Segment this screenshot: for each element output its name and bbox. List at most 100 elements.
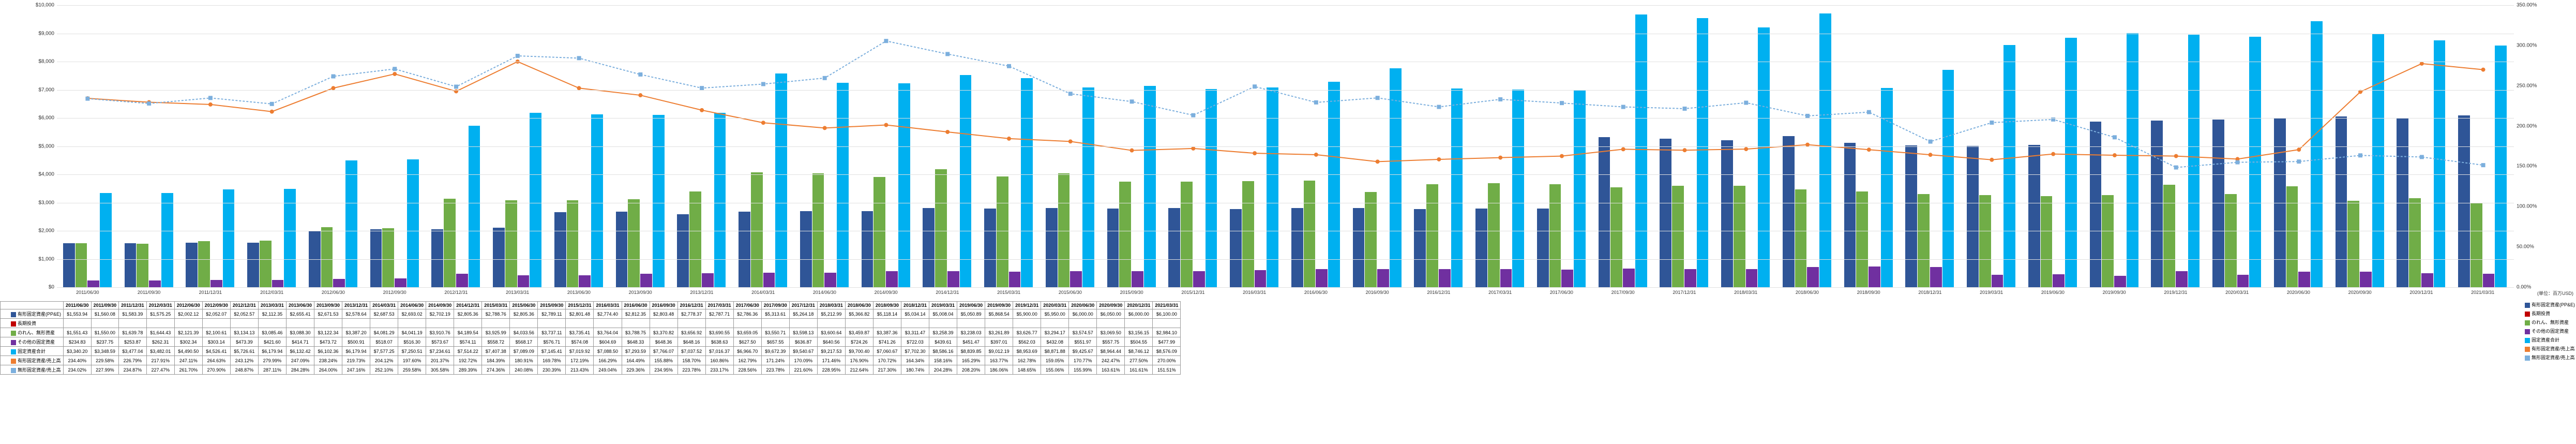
table-row: 固定資産合計$3,340.20$3,348.59$3,477.04$3,482.… — [1, 347, 1181, 356]
table-cell — [566, 319, 594, 328]
table-cell: 159.05% — [1041, 356, 1069, 365]
legend-item: その他の固定資産 — [2525, 328, 2575, 334]
table-col-header: 2013/06/30 — [286, 302, 314, 309]
x-label: 2017/06/30 — [1550, 290, 1573, 295]
table-cell: $7,702.30 — [901, 347, 929, 356]
table-cell: $2,787.71 — [705, 309, 733, 319]
data-table: 2011/06/302011/09/302011/12/312012/03/31… — [0, 301, 1181, 375]
table-cell: 287.11% — [258, 365, 286, 375]
table-cell: 158.70% — [677, 356, 705, 365]
y-left-tick: $8,000 — [38, 59, 54, 65]
y-right-tick: 150.00% — [2517, 164, 2537, 169]
table-cell: $648.16 — [677, 337, 705, 347]
table-cell: $3,626.77 — [1013, 328, 1041, 337]
table-cell: $3,788.75 — [622, 328, 650, 337]
series-marker — [1867, 110, 1871, 114]
table-cell: $2,778.37 — [677, 309, 705, 319]
series-marker — [2113, 153, 2117, 157]
table-cell: 160.86% — [705, 356, 733, 365]
legend-swatch — [11, 368, 16, 373]
x-label: 2018/09/30 — [1857, 290, 1880, 295]
table-cell: $477.99 — [1153, 337, 1181, 347]
table-cell: $1,583.39 — [119, 309, 147, 319]
legend-label: 無形固定資産/売上高 — [2532, 355, 2575, 360]
table-cell: $3,088.30 — [286, 328, 314, 337]
series-marker — [393, 72, 397, 76]
table-cell: 305.58% — [426, 365, 454, 375]
table-cell: 234.87% — [119, 365, 147, 375]
table-cell — [985, 319, 1013, 328]
series-marker — [1191, 146, 1195, 151]
table-cell: $573.67 — [426, 337, 454, 347]
table-cell — [174, 319, 202, 328]
series-marker — [1068, 92, 1073, 96]
table-cell: 247.16% — [342, 365, 370, 375]
series-marker — [1191, 113, 1195, 117]
table-cell: $3,134.13 — [230, 328, 258, 337]
y-left-tick: $9,000 — [38, 31, 54, 36]
legend-label: 固定資産合計 — [2532, 337, 2559, 343]
x-label: 2019/09/30 — [2103, 290, 2126, 295]
table-cell: 249.04% — [594, 365, 622, 375]
x-label: 2018/06/30 — [1796, 290, 1819, 295]
series-marker — [1560, 154, 1564, 158]
x-axis: 2011/06/302011/09/302011/12/312012/03/31… — [57, 290, 2514, 300]
table-cell: 155.06% — [1041, 365, 1069, 375]
legend-label: のれん、無形資産 — [2532, 320, 2569, 325]
table-cell: $657.55 — [761, 337, 789, 347]
series-marker — [1744, 101, 1748, 105]
series-marker — [1314, 153, 1318, 157]
table-col-header: 2018/03/31 — [817, 302, 845, 309]
row-header: その他の固定資産 — [1, 337, 64, 347]
series-marker — [208, 96, 213, 100]
table-cell — [64, 319, 92, 328]
table-cell — [650, 319, 677, 328]
table-cell: $2,052.07 — [202, 309, 230, 319]
series-marker — [884, 39, 888, 43]
table-cell: 248.87% — [230, 365, 258, 375]
table-cell — [1041, 319, 1069, 328]
series-marker — [1621, 105, 1625, 109]
table-cell: 289.39% — [454, 365, 482, 375]
table-row: 有形固定資産/売上高234.40%229.58%226.79%217.91%24… — [1, 356, 1181, 365]
series-marker — [208, 102, 213, 107]
table-cell: $518.07 — [370, 337, 398, 347]
series-marker — [1990, 158, 1994, 162]
x-label: 2019/06/30 — [2041, 290, 2065, 295]
table-cell: $7,250.51 — [398, 347, 426, 356]
table-cell: 172.19% — [566, 356, 594, 365]
table-cell — [91, 319, 119, 328]
table-cell: 169.78% — [538, 356, 566, 365]
x-label: 2013/06/30 — [567, 290, 591, 295]
table-cell: $3,311.47 — [901, 328, 929, 337]
table-cell: $3,340.20 — [64, 347, 92, 356]
table-col-header: 2013/09/30 — [314, 302, 342, 309]
series-marker — [1007, 137, 1011, 141]
table-cell: $7,293.59 — [622, 347, 650, 356]
table-cell: $7,089.09 — [510, 347, 538, 356]
table-cell: 234.02% — [64, 365, 92, 375]
table-cell: 166.29% — [594, 356, 622, 365]
table-cell: $1,639.78 — [119, 328, 147, 337]
table-cell: $4,526.41 — [202, 347, 230, 356]
table-cell — [761, 319, 789, 328]
x-label: 2018/03/31 — [1734, 290, 1757, 295]
series-marker — [1867, 147, 1871, 152]
table-col-header: 2014/03/31 — [370, 302, 398, 309]
series-marker — [1805, 114, 1810, 118]
table-cell: $741.26 — [873, 337, 901, 347]
table-cell: $5,868.54 — [985, 309, 1013, 319]
table-cell: 192.72% — [454, 356, 482, 365]
chart-area: $0$1,000$2,000$3,000$4,000$5,000$6,000$7… — [57, 5, 2514, 287]
table-cell: $2,655.41 — [286, 309, 314, 319]
series-marker — [1253, 151, 1257, 155]
table-cell: 243.12% — [230, 356, 258, 365]
x-label: 2011/12/31 — [199, 290, 222, 295]
table-cell: $6,000.00 — [1125, 309, 1153, 319]
table-cell — [1153, 319, 1181, 328]
table-cell — [230, 319, 258, 328]
table-row: 無形固定資産/売上高234.02%227.99%234.87%227.47%26… — [1, 365, 1181, 375]
table-cell: $4,189.54 — [454, 328, 482, 337]
table-cell: $5,050.89 — [957, 309, 985, 319]
legend-swatch — [2525, 329, 2530, 334]
